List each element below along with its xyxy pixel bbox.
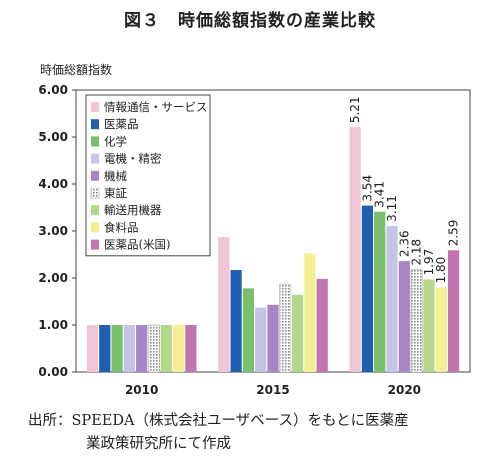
- legend-label: 東証: [104, 186, 127, 200]
- legend-swatch: [91, 153, 99, 164]
- legend-swatch: [91, 239, 99, 250]
- bar: [292, 294, 304, 372]
- bar: [230, 270, 242, 372]
- data-label: 1.80: [434, 257, 448, 284]
- source-note: 出所：SPEEDA（株式会社ユーザベース）をもとに医薬産 業政策研究所にて作成: [28, 410, 490, 456]
- bar: [304, 253, 316, 372]
- bar: [435, 287, 447, 372]
- bar: [349, 127, 361, 372]
- data-label: 3.11: [385, 195, 399, 222]
- market-cap-index-chart: 時価総額指数 0.00 1.00 2.00 3.00 4.00 5.00 6.00 2010 2…: [38, 62, 471, 397]
- legend-label: 医薬品(米国): [104, 238, 170, 252]
- legend-label: 医薬品: [104, 117, 139, 131]
- bar: [160, 325, 172, 372]
- bar: [447, 250, 460, 372]
- y-axis-label: 時価総額指数: [40, 62, 112, 77]
- bar: [279, 283, 292, 373]
- legend-swatch: [91, 102, 99, 112]
- bar: [185, 325, 197, 372]
- data-label: 2.59: [447, 220, 461, 247]
- legend-label: 輸送用機器: [104, 203, 162, 217]
- data-label: 3.54: [360, 175, 374, 202]
- bar: [316, 278, 328, 372]
- x-tick-label: 2010: [125, 383, 158, 397]
- legend-swatch: [91, 170, 99, 181]
- legend-label: 食料品: [104, 220, 139, 234]
- legend-box: [85, 94, 211, 257]
- legend-label: 機械: [104, 169, 127, 183]
- x-tick-label: 2015: [256, 383, 289, 397]
- bar: [86, 325, 99, 372]
- legend-swatch: [90, 187, 100, 199]
- source-line-1: 出所：SPEEDA（株式会社ユーザベース）をもとに医薬産: [28, 413, 409, 429]
- legend-swatch: [91, 222, 99, 233]
- legend-label: 電機・精密: [104, 152, 162, 166]
- legend-swatch: [91, 136, 99, 147]
- bar: [361, 205, 374, 372]
- data-label: 2.18: [410, 239, 424, 266]
- bar: [123, 325, 135, 372]
- y-tick-label: 2.00: [38, 271, 68, 285]
- legend-label: 情報通信・サービス: [104, 100, 208, 114]
- bar: [99, 325, 111, 372]
- chart-title: 図３ 時価総額指数の産業比較: [124, 11, 376, 31]
- legend-swatch: [91, 205, 99, 216]
- data-label: 1.97: [422, 249, 436, 276]
- bar: [267, 304, 279, 372]
- bar: [148, 324, 160, 373]
- data-label: 3.41: [373, 181, 387, 208]
- bar: [410, 269, 423, 373]
- source-line-2: 業政策研究所にて作成: [86, 436, 231, 452]
- data-label: 5.21: [348, 96, 362, 123]
- bar: [398, 261, 410, 372]
- y-tick-label: 0.00: [38, 365, 68, 379]
- y-tick-label: 3.00: [38, 224, 68, 238]
- y-tick-label: 1.00: [38, 318, 68, 332]
- bar: [172, 325, 185, 372]
- x-tick-label: 2020: [388, 383, 421, 397]
- bar: [374, 211, 386, 372]
- bar: [386, 225, 398, 372]
- bar: [218, 237, 230, 372]
- y-tick-label: 6.00: [38, 83, 68, 97]
- y-tick-label: 5.00: [38, 130, 68, 144]
- data-label: 2.36: [397, 230, 411, 257]
- bar: [111, 325, 123, 372]
- legend-label: 化学: [104, 134, 127, 148]
- y-tick-label: 4.00: [38, 177, 68, 191]
- bar: [255, 307, 267, 372]
- legend-swatch: [91, 119, 99, 130]
- bar: [242, 288, 254, 372]
- bar: [136, 325, 148, 372]
- bar: [423, 279, 435, 372]
